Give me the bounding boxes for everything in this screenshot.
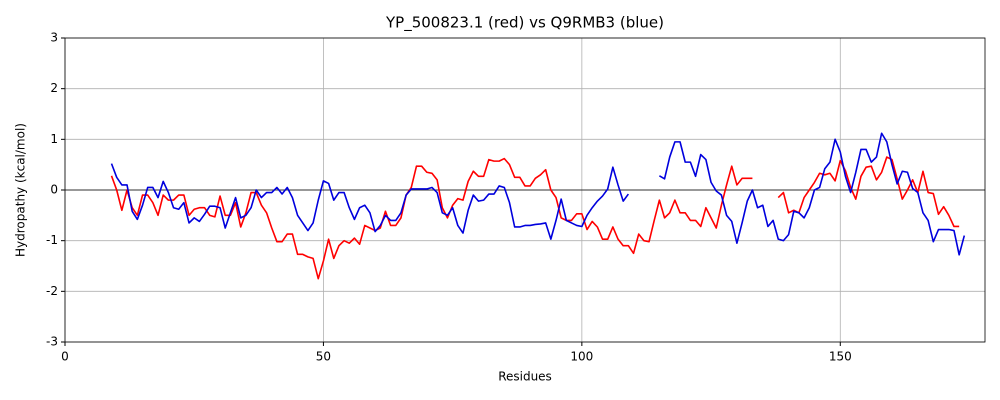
chart-title: YP_500823.1 (red) vs Q9RMB3 (blue) bbox=[385, 14, 664, 33]
x-tick-label: 150 bbox=[829, 350, 852, 364]
x-tick-label: 50 bbox=[316, 350, 331, 364]
y-tick-label: 0 bbox=[50, 183, 58, 197]
x-tick-label: 0 bbox=[61, 350, 69, 364]
y-tick-label: 1 bbox=[50, 132, 58, 146]
y-tick-label: -2 bbox=[46, 284, 58, 298]
y-axis-label: Hydropathy (kcal/mol) bbox=[14, 123, 28, 257]
y-tick-label: 3 bbox=[50, 31, 58, 45]
data-line bbox=[110, 156, 960, 280]
plot-frame bbox=[64, 37, 986, 343]
x-tick-label: 100 bbox=[570, 350, 593, 364]
data-line bbox=[110, 132, 966, 256]
y-tick-label: -3 bbox=[46, 335, 58, 349]
x-axis-label: Residues bbox=[498, 370, 552, 384]
y-tick-label: -1 bbox=[46, 233, 58, 247]
y-tick-label: 2 bbox=[50, 81, 58, 95]
